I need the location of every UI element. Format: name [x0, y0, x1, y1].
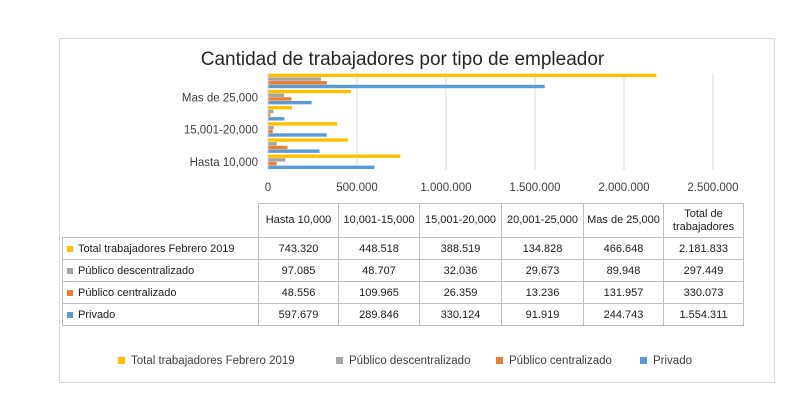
table-cell: 388.519	[419, 237, 502, 260]
table-cell: 131.957	[583, 281, 664, 304]
legend-item: Total trabajadores Febrero 2019	[118, 355, 295, 367]
table-header: 15,001-20,000	[419, 203, 502, 238]
series-color-key	[67, 267, 73, 274]
legend-item: Privado	[640, 355, 692, 367]
bar	[268, 122, 338, 126]
bar	[268, 117, 285, 121]
table-cell: 48.707	[338, 259, 420, 282]
table-row-label: Total trabajadores Febrero 2019	[62, 237, 259, 260]
series-label: Total trabajadores Febrero 2019	[78, 242, 235, 255]
bar	[268, 129, 273, 133]
series-label: Privado	[78, 308, 116, 321]
table-cell: 48.556	[258, 281, 339, 304]
legend-label: Público centralizado	[509, 355, 612, 367]
table-cell: 2.181.833	[663, 237, 744, 260]
bar-chart: 0 500.000 1.000.000 1.500.000 2.000.000 2.500…	[182, 73, 739, 194]
table-header-row: Hasta 10,000 10,001-15,000 15,001-20,000…	[62, 203, 744, 238]
series-label: Público descentralizado	[78, 264, 195, 277]
table-cell: 32.036	[419, 259, 502, 282]
table-row-label: Público descentralizado	[62, 259, 259, 282]
table-cell: 134.828	[501, 237, 584, 260]
bar	[268, 154, 401, 158]
x-tick-label: 1.500.000	[509, 182, 560, 194]
legend-label: Privado	[653, 355, 692, 367]
table-cell: 466.648	[583, 237, 664, 260]
bar	[268, 149, 320, 153]
y-category-label: Hasta 10,000	[190, 157, 258, 169]
legend-color-key	[640, 357, 647, 365]
table-corner	[62, 203, 259, 238]
table-header: 20,001-25,000	[501, 203, 584, 238]
table-header: Total de trabajadores	[663, 203, 744, 238]
table-header: 10,001-15,000	[338, 203, 420, 238]
bar	[268, 81, 327, 85]
bar	[268, 133, 327, 137]
series-color-key	[67, 245, 73, 252]
legend-color-key	[496, 357, 503, 365]
x-tick-label: 500.000	[336, 182, 378, 194]
table-header: Mas de 25,000	[583, 203, 664, 238]
y-category-label: Mas de 25,000	[182, 92, 258, 104]
x-tick-label: 2.000.000	[598, 182, 649, 194]
y-category-label: 15,001-20,000	[184, 125, 258, 137]
table-cell: 13.236	[501, 281, 584, 304]
bar	[268, 138, 348, 142]
bar	[268, 89, 352, 94]
bar	[268, 165, 375, 170]
table-row-label: Privado	[62, 303, 259, 326]
chart-title: Cantidad de trabajadores por tipo de emp…	[200, 49, 605, 70]
table-cell: 29.673	[501, 259, 584, 282]
bar	[268, 125, 274, 130]
table-header: Hasta 10,000	[258, 203, 339, 238]
legend-item: Público centralizado	[496, 355, 612, 367]
table-cell: 26.359	[419, 281, 502, 304]
bar	[268, 93, 285, 97]
legend-color-key	[118, 357, 125, 365]
table-cell: 330.124	[419, 303, 502, 326]
table-cell: 297.449	[663, 259, 744, 282]
table-row-label: Público centralizado	[62, 281, 259, 304]
x-tick-label: 0	[265, 182, 271, 194]
data-table: Hasta 10,000 10,001-15,000 15,001-20,000…	[62, 203, 744, 326]
bar	[268, 145, 288, 150]
bar	[268, 113, 271, 117]
legend-label: Público descentralizado	[349, 355, 471, 367]
table-row: Público descentralizado 97.085 48.707 32.03…	[62, 259, 744, 282]
bar	[268, 84, 545, 89]
table-cell: 597.679	[258, 303, 339, 326]
bar	[268, 77, 321, 81]
table-cell: 109.965	[338, 281, 420, 304]
x-tick-label: 2.500.000	[687, 182, 738, 194]
table-row: Privado 597.679 289.846 330.124 91.919 244.74…	[62, 303, 744, 326]
bar	[268, 73, 657, 78]
legend-color-key	[336, 357, 343, 365]
bar	[268, 109, 274, 114]
table-cell: 97.085	[258, 259, 339, 282]
table-cell: 244.743	[583, 303, 664, 326]
bar	[268, 142, 277, 146]
x-tick-label: 1.000.000	[420, 182, 471, 194]
table-cell: 448.518	[338, 237, 420, 260]
series-color-key	[67, 311, 73, 318]
table-row: Total trabajadores Febrero 2019 743.320 44…	[62, 237, 744, 260]
bar	[268, 161, 277, 166]
legend-label: Total trabajadores Febrero 2019	[131, 355, 295, 367]
table-cell: 330.073	[663, 281, 744, 304]
bar	[268, 158, 286, 162]
table-cell: 91.919	[501, 303, 584, 326]
legend-item: Público descentralizado	[336, 355, 470, 367]
table-cell: 289.846	[338, 303, 420, 326]
series-color-key	[67, 289, 73, 296]
table-cell: 89.948	[583, 259, 664, 282]
bar	[268, 100, 312, 105]
table-cell: 743.320	[258, 237, 339, 260]
bar	[268, 97, 292, 101]
table-row: Público centralizado 48.556 109.965 26.359 1…	[62, 281, 744, 304]
table-cell: 1.554.311	[663, 303, 744, 326]
series-label: Público centralizado	[78, 286, 177, 299]
bar	[268, 106, 292, 110]
